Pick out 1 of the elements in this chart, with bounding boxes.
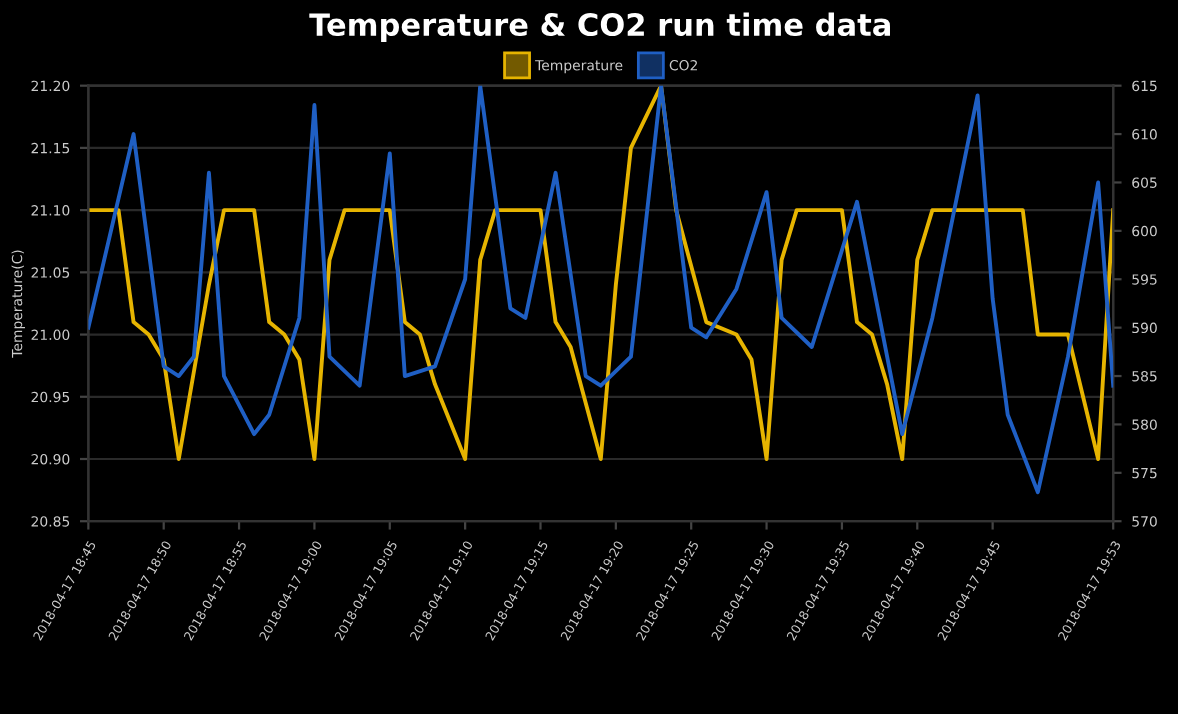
chart-title: Temperature & CO2 run time data bbox=[309, 12, 890, 43]
